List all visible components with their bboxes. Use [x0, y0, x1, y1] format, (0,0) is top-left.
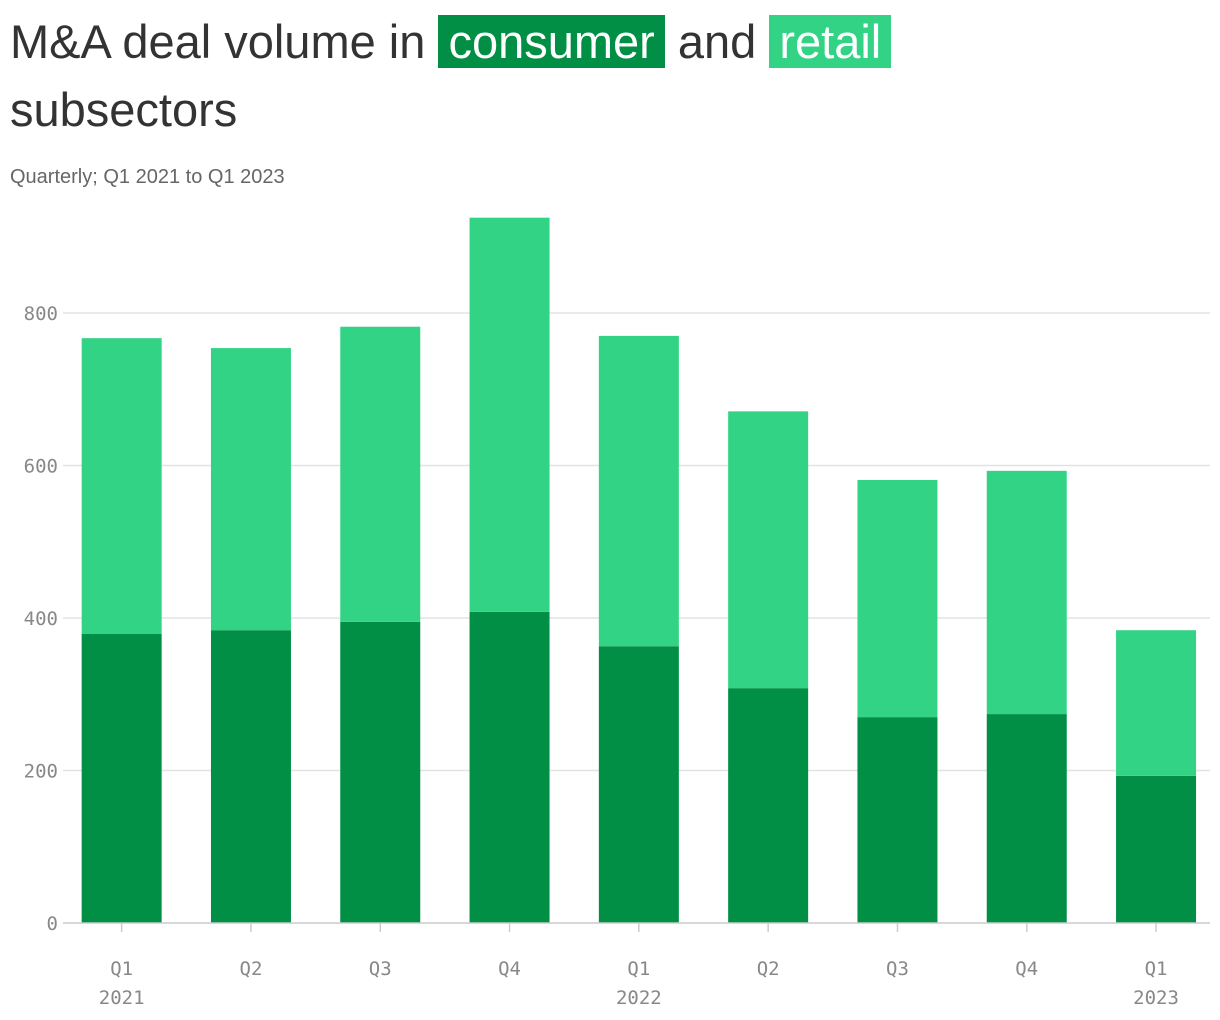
- y-tick-label: 0: [47, 913, 58, 935]
- x-tick-label: Q2: [757, 958, 780, 980]
- x-tick-label: Q1: [110, 958, 133, 980]
- bar-consumer: [857, 717, 938, 923]
- x-tick-label: Q4: [1015, 958, 1038, 980]
- bar-retail: [469, 217, 550, 612]
- y-tick-label: 600: [24, 456, 58, 478]
- x-tick-label: Q1: [627, 958, 650, 980]
- bar-retail: [857, 479, 938, 718]
- bar-consumer: [81, 634, 162, 923]
- x-tick-year: 2023: [1133, 987, 1179, 1009]
- x-tick-label: Q2: [240, 958, 263, 980]
- legend-consumer: consumer: [438, 15, 665, 68]
- chart-subtitle: Quarterly; Q1 2021 to Q1 2023: [10, 166, 285, 188]
- bar-retail: [1116, 630, 1197, 776]
- title-text: and: [677, 15, 757, 68]
- chart-title: M&A deal volume in consumer and retail su…: [10, 8, 1210, 144]
- x-tick-label: Q4: [498, 958, 521, 980]
- bar-consumer: [728, 688, 809, 923]
- y-tick-label: 800: [24, 303, 58, 325]
- bar-consumer: [469, 611, 550, 923]
- bar-consumer: [986, 714, 1067, 923]
- x-tick-label: Q3: [886, 958, 909, 980]
- x-tick-label: Q3: [369, 958, 392, 980]
- bar-consumer: [210, 630, 291, 923]
- y-tick-label: 200: [24, 761, 58, 783]
- bar-retail: [598, 335, 679, 647]
- bar-retail: [340, 326, 421, 622]
- bar-retail: [728, 411, 809, 689]
- bar-retail: [81, 338, 162, 635]
- x-tick-year: 2021: [99, 987, 145, 1009]
- bar-consumer: [340, 621, 421, 923]
- bar-consumer: [1116, 775, 1197, 923]
- y-tick-label: 400: [24, 608, 58, 630]
- title-text: M&A deal volume in: [10, 15, 426, 68]
- legend-retail: retail: [769, 15, 892, 68]
- bar-consumer: [598, 646, 679, 923]
- x-tick-year: 2022: [616, 987, 662, 1009]
- x-tick-label: Q1: [1145, 958, 1168, 980]
- title-text: subsectors: [10, 83, 238, 136]
- bar-retail: [210, 348, 291, 631]
- bar-retail: [986, 470, 1067, 715]
